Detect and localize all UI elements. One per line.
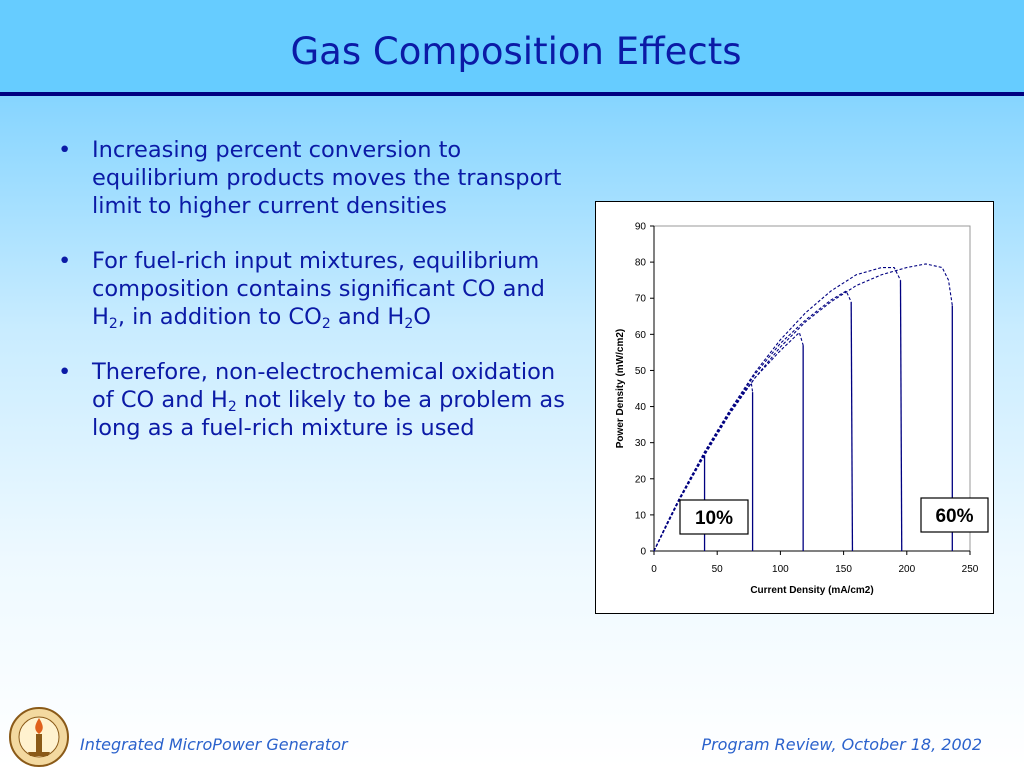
footer-left-text: Integrated MicroPower Generator [80,735,348,754]
slide-title: Gas Composition Effects [290,30,742,73]
y-tick-label: 0 [640,547,646,558]
bullet-dot: • [58,359,72,385]
x-tick-label: 250 [962,564,979,575]
series-4-limit-line [850,301,854,552]
series-6-curve [653,263,953,552]
y-tick-label: 90 [635,222,647,233]
bullet-text: Increasing percent conversion to equilib… [92,137,562,219]
subscript: 2 [227,399,237,415]
series-5-curve [653,266,901,552]
bullet-text: Therefore, non-electrochemical oxidation… [92,359,556,413]
bullet-list: • Increasing percent conversion to equili… [58,136,568,469]
bullet-dot: • [58,137,72,163]
title-band [0,0,1024,96]
y-tick-label: 70 [635,294,647,305]
subscript: 2 [321,316,331,332]
bullet-text: not likely to be a problem as long as a … [92,387,565,441]
y-tick-label: 40 [635,402,647,413]
annotation-label: 10% [695,508,733,529]
subscript: 2 [404,316,414,332]
bullet-item: • Therefore, non-electrochemical oxidatio… [58,358,568,442]
caltech-seal-icon [9,707,69,767]
bullet-text: For fuel-rich input mixtures, equilibriu… [92,248,545,330]
x-tick-label: 100 [772,564,789,575]
x-axis-label: Current Density (mA/cm2) [750,585,873,596]
bullet-dot: • [58,248,72,274]
bullet-text: and H [330,304,405,330]
chart-frame: 0 10 20 30 40 50 60 70 80 90 0 50 100 150 200 250 Curren… [595,201,994,614]
annotation-label: 60% [935,506,973,527]
x-tick-label: 50 [712,564,724,575]
y-tick-label: 30 [635,438,647,449]
bullet-item: • For fuel-rich input mixtures, equilibri… [58,247,568,331]
subscript: 2 [108,316,118,332]
annotation-box [920,497,989,533]
bullet-item: • Increasing percent conversion to equili… [58,136,568,220]
x-tick-label: 0 [651,564,657,575]
y-tick-label: 50 [635,366,647,377]
plot-area [653,225,971,552]
bullet-text: O [413,304,431,330]
x-tick-label: 200 [898,564,915,575]
y-tick-label: 80 [635,258,647,269]
y-axis-label: Power Density (mW/cm2) [615,329,626,448]
bullet-text: , in addition to CO [117,304,322,330]
x-tick-label: 150 [835,564,852,575]
series-5-limit-line [899,280,903,552]
y-tick-label: 60 [635,330,647,341]
power-density-chart: 0 10 20 30 40 50 60 70 80 90 0 50 100 150 200 250 Curren… [615,222,989,596]
y-tick-label: 10 [635,510,647,521]
y-tick-label: 20 [635,474,647,485]
footer-right-text: Program Review, October 18, 2002 [701,735,982,754]
annotation-box [679,499,749,535]
